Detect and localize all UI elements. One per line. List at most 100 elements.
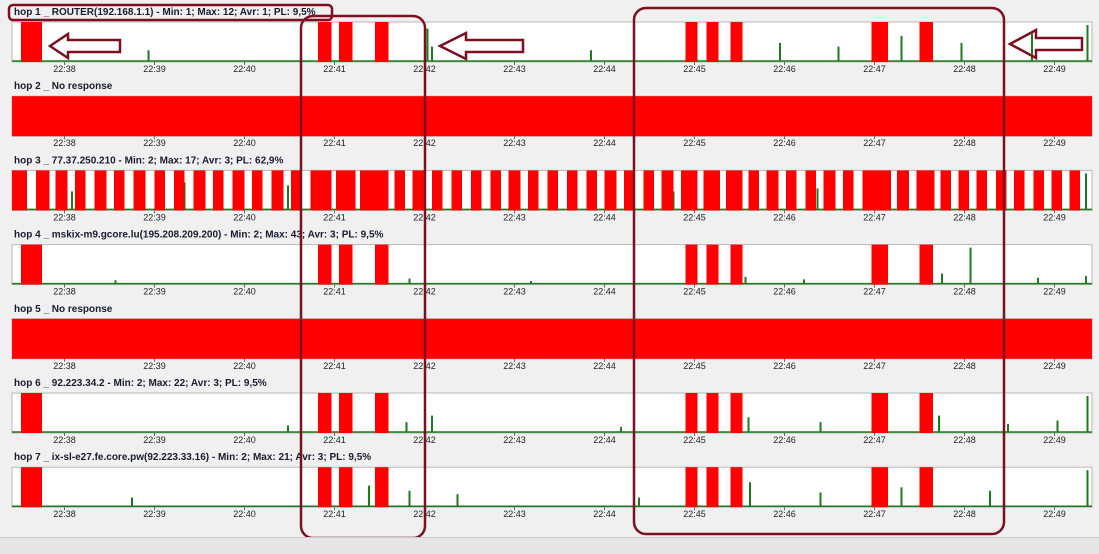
x-tick-label: 22:48: [953, 435, 976, 445]
packet-loss-bar: [843, 170, 854, 211]
packet-loss-bar: [919, 393, 933, 433]
hop-title: hop 7 _ ix-sl-e27.fe.core.pw(92.223.33.1…: [14, 452, 371, 463]
x-tick-label: 22:46: [773, 287, 796, 297]
x-tick-label: 22:48: [953, 138, 976, 148]
hop-panels: hop 1 _ ROUTER(192.168.1.1) - Min: 1; Ma…: [11, 7, 1093, 519]
packet-loss-bar: [1014, 170, 1025, 211]
packet-loss-bar: [412, 170, 425, 211]
packet-loss-bar: [490, 170, 501, 211]
x-tick-label: 22:44: [593, 287, 616, 297]
x-tick-label: 22:47: [863, 64, 886, 74]
packet-loss-bar: [339, 244, 353, 285]
packet-loss-bar: [21, 393, 42, 433]
x-tick-label: 22:49: [1043, 361, 1066, 371]
x-tick-label: 22:40: [233, 138, 256, 148]
packet-loss-bar: [730, 393, 743, 433]
packet-loss-bar: [766, 170, 779, 211]
packet-loss-bar: [706, 22, 719, 62]
packet-loss-bar: [643, 170, 654, 211]
x-tick-label: 22:38: [53, 287, 76, 297]
x-tick-label: 22:38: [53, 212, 76, 222]
packet-loss-bar: [748, 170, 759, 211]
x-tick-label: 22:49: [1043, 212, 1066, 222]
packet-loss-bar: [958, 170, 969, 211]
x-tick-label: 22:39: [143, 435, 166, 445]
hop-panel: hop 1 _ ROUTER(192.168.1.1) - Min: 1; Ma…: [11, 7, 1093, 74]
packet-loss-bar: [871, 467, 888, 508]
arrow-left-icon: [1007, 27, 1084, 61]
x-tick-label: 22:48: [953, 212, 976, 222]
packet-loss-bar: [375, 393, 389, 433]
x-tick-label: 22:46: [773, 212, 796, 222]
packet-loss-bar: [916, 170, 935, 211]
hop-panel: hop 5 _ No response 22:38 22:39 22:40 22:41 2…: [11, 304, 1093, 371]
x-tick-label: 22:41: [323, 361, 346, 371]
packet-loss-bar: [996, 170, 1007, 211]
packet-loss-bar: [703, 170, 720, 211]
packet-loss-bar: [604, 170, 617, 211]
packet-loss-bar: [1069, 170, 1080, 211]
packet-loss-bar: [726, 170, 743, 211]
packet-loss-bar: [871, 22, 888, 62]
x-tick-label: 22:43: [503, 361, 526, 371]
packet-loss-bar: [706, 467, 719, 508]
x-tick-label: 22:38: [53, 435, 76, 445]
packet-loss-bar: [706, 244, 719, 285]
packet-loss-bar: [114, 170, 125, 211]
router-title-highlight: [7, 3, 334, 22]
x-tick-label: 22:38: [53, 64, 76, 74]
packet-loss-bar: [919, 467, 933, 508]
x-tick-label: 22:49: [1043, 435, 1066, 445]
packet-loss-bar: [12, 318, 1092, 359]
x-tick-label: 22:48: [953, 287, 976, 297]
x-tick-label: 22:40: [233, 509, 256, 519]
plot-area: [11, 21, 1093, 63]
packet-loss-bar: [360, 170, 389, 211]
packet-loss-bar: [1051, 170, 1062, 211]
x-tick-label: 22:47: [863, 361, 886, 371]
packet-loss-bar: [318, 244, 332, 285]
packet-loss-bar: [375, 467, 389, 508]
packet-loss-bar: [12, 170, 27, 211]
packet-loss-bar: [685, 244, 698, 285]
packet-loss-bar: [1033, 170, 1044, 211]
packet-loss-bar: [823, 170, 836, 211]
x-tick-label: 22:47: [863, 212, 886, 222]
x-tick-label: 22:43: [503, 64, 526, 74]
x-tick-label: 22:41: [323, 64, 346, 74]
packet-loss-bar: [154, 170, 165, 211]
x-tick-label: 22:49: [1043, 287, 1066, 297]
packet-loss-bar: [871, 393, 888, 433]
x-tick-label: 22:48: [953, 509, 976, 519]
packet-loss-bar: [786, 170, 797, 211]
packet-loss-bar: [976, 170, 987, 211]
x-tick-label: 22:45: [683, 509, 706, 519]
packet-loss-bar: [508, 170, 521, 211]
x-tick-label: 22:45: [683, 435, 706, 445]
packet-loss-bar: [252, 170, 263, 211]
packet-loss-bar: [336, 170, 356, 211]
x-tick-label: 22:41: [323, 287, 346, 297]
hop-panel: hop 3 _ 77.37.250.210 - Min: 2; Max: 17;…: [11, 155, 1093, 222]
x-tick-label: 22:43: [503, 435, 526, 445]
packet-loss-bar: [291, 170, 302, 211]
packet-loss-bar: [919, 22, 933, 62]
packet-loss-bar: [193, 170, 206, 211]
hop-title: hop 5 _ No response: [14, 304, 113, 315]
packet-loss-bar: [174, 170, 185, 211]
packet-loss-bar: [12, 96, 1092, 137]
packet-loss-bar: [339, 467, 353, 508]
x-tick-label: 22:46: [773, 509, 796, 519]
plot-area: [11, 244, 1093, 286]
packet-loss-bar: [661, 170, 674, 211]
x-tick-label: 22:43: [503, 138, 526, 148]
packet-loss-bar: [318, 393, 332, 433]
packet-loss-bar: [706, 393, 719, 433]
hop-panel: hop 7 _ ix-sl-e27.fe.core.pw(92.223.33.1…: [11, 452, 1093, 519]
x-tick-label: 22:49: [1043, 64, 1066, 74]
x-tick-label: 22:45: [683, 212, 706, 222]
packet-loss-bar: [567, 170, 578, 211]
loss-window-highlight-right: [632, 6, 1006, 536]
packet-loss-bar: [75, 170, 86, 211]
